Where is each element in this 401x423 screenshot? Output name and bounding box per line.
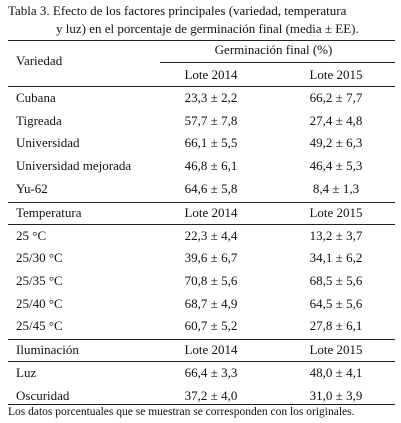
cell: 64,5 ± 5,6 [309,295,363,311]
row-label: 25 °C [16,227,47,243]
section-label: Iluminación [16,342,79,357]
cell: 66,2 ± 7,7 [309,90,363,105]
cell: 27,4 ± 4,8 [309,112,363,128]
cell: 46,8 ± 6,1 [184,158,238,174]
cell: 70,8 ± 5,6 [184,272,238,288]
rule [160,62,395,63]
rule [8,339,395,340]
cell: 27,8 ± 6,1 [309,318,363,334]
cell: 39,6 ± 6,7 [184,250,238,266]
cell: 66,1 ± 5,5 [184,135,238,151]
row-label: Tigreada [16,112,62,128]
rule [8,201,395,203]
column-header: Lote 2014 [184,204,238,220]
column-header: Lote 2015 [309,67,363,82]
row-label: 25/40 °C [16,295,63,311]
cell: 68,5 ± 5,6 [309,272,363,288]
cell: 48,0 ± 4,1 [309,365,363,380]
column-header: Lote 2014 [184,342,238,357]
cell: 31,0 ± 3,9 [309,387,363,403]
column-header: Lote 2014 [184,67,238,82]
cell: 34,1 ± 6,2 [309,250,363,266]
cell: 37,2 ± 4,0 [184,387,238,403]
group-header: Germinación final (%) [214,42,333,57]
cell: 66,4 ± 3,3 [184,365,238,380]
cell: 57,7 ± 7,8 [184,112,238,128]
row-label: 25/35 °C [16,272,63,288]
row-label: Yu-62 [16,180,48,196]
cell: 22,3 ± 4,4 [184,227,238,243]
footnote: Los datos porcentuales que se muestran s… [8,406,355,418]
column-header: Lote 2015 [309,342,363,357]
rule [8,361,395,362]
row-label: Universidad mejorada [16,158,132,174]
rule [8,40,395,41]
section-label: Temperatura [16,204,82,220]
rule [8,404,395,405]
row-label: 25/45 °C [16,318,63,334]
row-label: Luz [16,365,37,380]
rule [8,223,395,225]
cell: 49,2 ± 6,3 [309,135,363,151]
cell: 46,4 ± 5,3 [309,158,363,174]
rule [8,86,395,87]
cell: 13,2 ± 3,7 [309,227,363,243]
cell: 64,6 ± 5,8 [184,180,238,196]
cell: 8,4 ± 1,3 [312,180,360,196]
row-label: 25/30 °C [16,250,63,266]
section-label: Variedad [16,53,63,68]
caption-line: y luz) en el porcentaje de germinación f… [56,21,359,36]
cell: 60,7 ± 5,2 [184,318,238,334]
column-header: Lote 2015 [309,204,363,220]
caption-line: Tabla 3. Efecto de los factores principa… [8,3,347,18]
row-label: Universidad [16,135,80,151]
row-label: Cubana [16,90,56,105]
cell: 68,7 ± 4,9 [184,295,238,311]
cell: 23,3 ± 2,2 [184,90,238,105]
row-label: Oscuridad [16,387,70,403]
